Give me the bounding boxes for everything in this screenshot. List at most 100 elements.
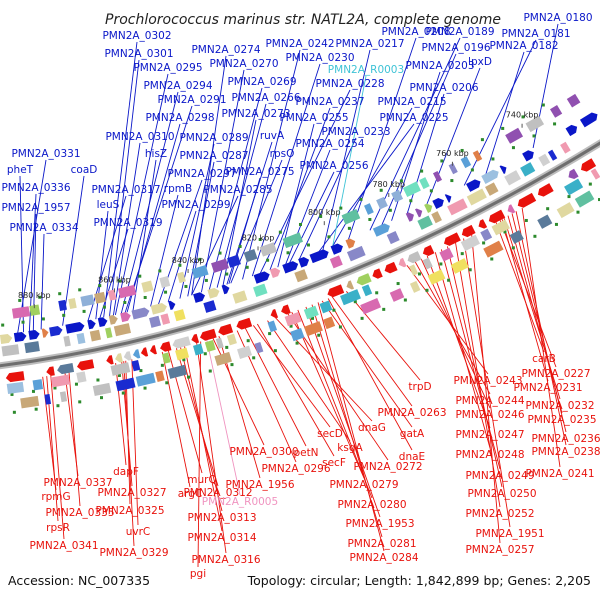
gene-glyph — [200, 328, 217, 341]
gene-labels: PMN2A_0302 PMN2A_0301 PMN2A_0295 PMN2A_0294… — [1, 12, 600, 580]
tick-dot — [82, 309, 86, 313]
gene-glyph — [360, 298, 382, 315]
tick-dot — [56, 404, 60, 408]
gene-glyph — [49, 326, 63, 337]
gene-glyph — [204, 340, 216, 352]
leader-line — [191, 195, 239, 296]
tick-dot — [429, 189, 433, 193]
gene-glyph — [76, 371, 87, 383]
tick-dot — [403, 298, 407, 302]
leader-line — [132, 159, 157, 311]
gene-label: dapF — [113, 466, 139, 478]
gene-glyph — [520, 162, 536, 177]
gene-glyph — [57, 363, 75, 375]
gene-label: PMN2A_0287 — [179, 150, 248, 162]
gene-glyph — [564, 178, 584, 196]
gene-label: carB — [532, 353, 556, 365]
gene-label: PMN2A_0225 — [379, 112, 448, 124]
tick-dot — [388, 208, 392, 212]
gene-label: uvrC — [126, 526, 151, 538]
leader-line — [434, 252, 491, 449]
gene-glyph — [131, 307, 150, 320]
gene-glyph — [499, 165, 507, 175]
gene-glyph — [80, 294, 95, 307]
gene-label: PMN2A_0296 — [261, 463, 330, 475]
leader-line — [331, 296, 413, 407]
tick-dot — [18, 298, 22, 302]
leader-line — [269, 107, 331, 271]
leader-line — [167, 210, 197, 302]
leader-line — [347, 37, 417, 240]
gene-glyph — [556, 202, 575, 219]
gene-glyph — [237, 345, 252, 359]
leader-line — [256, 323, 335, 457]
gene-glyph — [579, 112, 598, 128]
gene-glyph — [168, 300, 176, 310]
gene-label: coaD — [71, 164, 98, 176]
gene-glyph — [214, 351, 233, 366]
gene-glyph — [450, 258, 469, 274]
leader-line — [289, 171, 335, 264]
tick-dot — [218, 251, 222, 255]
leader-line — [485, 51, 525, 175]
gene-glyph — [50, 374, 71, 388]
tick-dot — [491, 157, 495, 161]
leader-line — [321, 300, 413, 428]
gene-glyph — [141, 280, 154, 293]
gene-glyph — [319, 300, 333, 314]
gene-label: PMN2A_0314 — [187, 532, 256, 544]
gene-glyph — [346, 280, 355, 290]
leader-line — [150, 194, 179, 307]
gene-glyph — [472, 150, 483, 162]
gene-glyph — [193, 343, 204, 356]
gene-label: PMN2A_0252 — [465, 508, 534, 520]
gene-glyph — [341, 209, 361, 225]
tick-dot — [118, 279, 122, 283]
tick-dot — [31, 389, 35, 393]
tick-dot — [440, 159, 444, 163]
gene-glyph — [327, 284, 345, 298]
tick-dot — [21, 320, 25, 324]
gene-label: PMN2A_0255 — [279, 112, 348, 124]
gene-glyph — [44, 393, 52, 405]
gene-glyph — [372, 223, 390, 237]
tick-dot — [246, 339, 250, 343]
gene-glyph — [226, 333, 237, 346]
tick-dot — [34, 407, 38, 411]
gene-label: PMN2A_0337 — [43, 477, 112, 489]
gene-glyph — [243, 249, 258, 263]
gene-label: dnaG — [358, 422, 386, 434]
gene-label: PMN2A_0336 — [1, 182, 70, 194]
gene-glyph — [509, 230, 524, 244]
tick-dot — [490, 257, 494, 261]
leader-line — [68, 372, 81, 507]
tick-dot — [482, 241, 486, 245]
gene-glyph — [345, 238, 356, 249]
gene-glyph — [424, 203, 433, 213]
map-title: Prochlorococcus marinus str. NATL2A, com… — [105, 12, 501, 28]
tick-dot — [238, 244, 242, 248]
gene-label: PMN2A_0279 — [329, 479, 398, 491]
accession-text: Accession: NC_007335 — [8, 573, 150, 588]
gene-glyph — [59, 391, 68, 403]
gene-glyph — [443, 232, 461, 246]
backbone — [0, 139, 600, 370]
gene-glyph — [94, 291, 107, 304]
gene-glyph — [161, 352, 171, 364]
gene-glyph — [1, 344, 20, 357]
label-leader-lines — [17, 23, 567, 568]
leader-line — [501, 218, 549, 382]
gene-glyph — [356, 273, 372, 286]
leader-line — [521, 207, 561, 468]
gene-label: PMN2A_1957 — [1, 202, 70, 214]
gene-label: PMN2A_0285 — [203, 184, 272, 196]
tick-dot — [286, 251, 290, 255]
leader-line — [99, 228, 129, 319]
gene-glyph — [227, 254, 241, 268]
gene-glyph — [398, 257, 407, 268]
gene-label: PMN2A_0263 — [377, 407, 446, 419]
gene-label: PMN2A_0257 — [465, 544, 534, 556]
gene-label: trpD — [408, 381, 431, 393]
